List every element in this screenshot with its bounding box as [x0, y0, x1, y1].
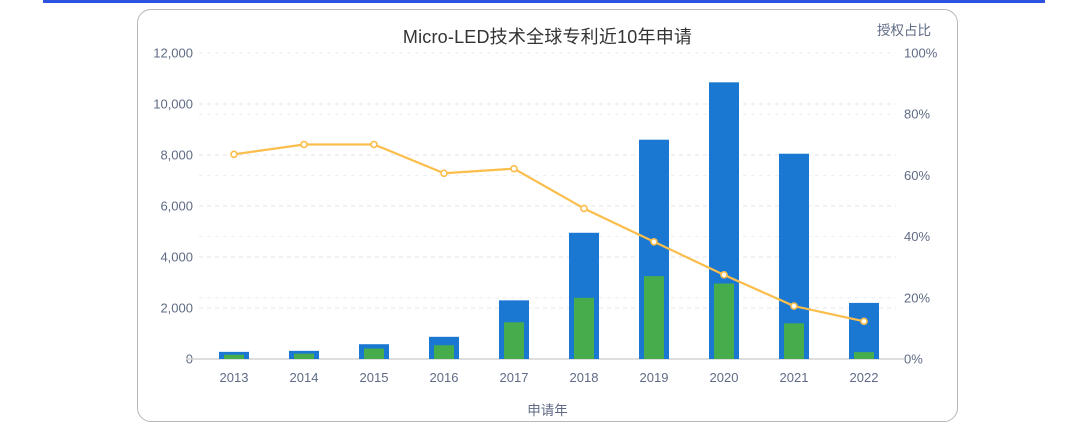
grant-ratio-point-2013[interactable]: [230, 150, 238, 159]
grant-ratio-point-2022[interactable]: [860, 317, 868, 326]
bar-granted-2020[interactable]: [714, 283, 734, 359]
left-tick-label-6,000: 6,000: [160, 199, 193, 214]
grant-ratio-point-2019[interactable]: [650, 238, 658, 246]
chart-title: Micro-LED技术全球专利近10年申请: [402, 27, 693, 47]
grant-ratio-point-2018[interactable]: [580, 204, 588, 213]
left-tick-label-4,000: 4,000: [160, 250, 193, 265]
grant-ratio-point-2020[interactable]: [720, 271, 728, 279]
bar-granted-2021[interactable]: [784, 323, 804, 359]
top-accent-line: [43, 0, 1045, 3]
chart-card: Micro-LED技术全球专利近10年申请 授权占比 0 2,000 4,000 6,…: [137, 9, 958, 422]
chart-plot-area: 02,0004,0006,0008,00010,00012,0000%20%40…: [153, 46, 938, 386]
year-label-2017: 2017: [500, 370, 529, 385]
bar-granted-2022[interactable]: [854, 352, 874, 359]
grant-ratio-line[interactable]: [233, 143, 865, 323]
year-label-2015: 2015: [360, 370, 389, 385]
right-tick-label-0%: 0%: [904, 352, 923, 367]
year-label-2021: 2021: [780, 370, 809, 385]
bar-granted-2015[interactable]: [364, 348, 384, 359]
right-tick-label-60%: 60%: [904, 168, 930, 183]
x-axis-title: 申请年: [527, 403, 568, 418]
year-label-2013: 2013: [220, 370, 249, 385]
bar-granted-2019[interactable]: [644, 276, 664, 359]
year-label-2018: 2018: [570, 370, 599, 385]
grant-ratio-point-2017[interactable]: [510, 164, 518, 173]
year-label-2022: 2022: [850, 370, 879, 385]
year-label-2019: 2019: [640, 370, 669, 385]
grant-ratio-point-2021[interactable]: [790, 302, 798, 310]
bar-granted-2013[interactable]: [224, 354, 244, 359]
bar-granted-2017[interactable]: [504, 322, 524, 359]
left-tick-label-10,000: 10,000: [153, 97, 193, 112]
right-tick-label-100%: 100%: [904, 46, 938, 61]
bar-total-2022[interactable]: [849, 302, 879, 359]
year-label-2016: 2016: [430, 370, 459, 385]
right-tick-label-40%: 40%: [904, 229, 930, 244]
bar-granted-2014[interactable]: [294, 353, 314, 359]
right-tick-label-80%: 80%: [904, 107, 930, 122]
grant-ratio-point-2015[interactable]: [370, 140, 378, 149]
left-tick-label-8,000: 8,000: [160, 148, 193, 163]
right-tick-label-20%: 20%: [904, 290, 930, 305]
left-tick-label-12,000: 12,000: [153, 46, 193, 61]
bar-granted-2018[interactable]: [574, 297, 594, 359]
year-label-2020: 2020: [710, 370, 739, 385]
year-label-2014: 2014: [290, 370, 319, 385]
right-axis-title: 授权占比: [877, 23, 931, 38]
grant-ratio-point-2016[interactable]: [440, 169, 448, 178]
bar-granted-2016[interactable]: [434, 345, 454, 359]
left-tick-label-2,000: 2,000: [160, 301, 193, 316]
grant-ratio-point-2014[interactable]: [300, 140, 308, 149]
